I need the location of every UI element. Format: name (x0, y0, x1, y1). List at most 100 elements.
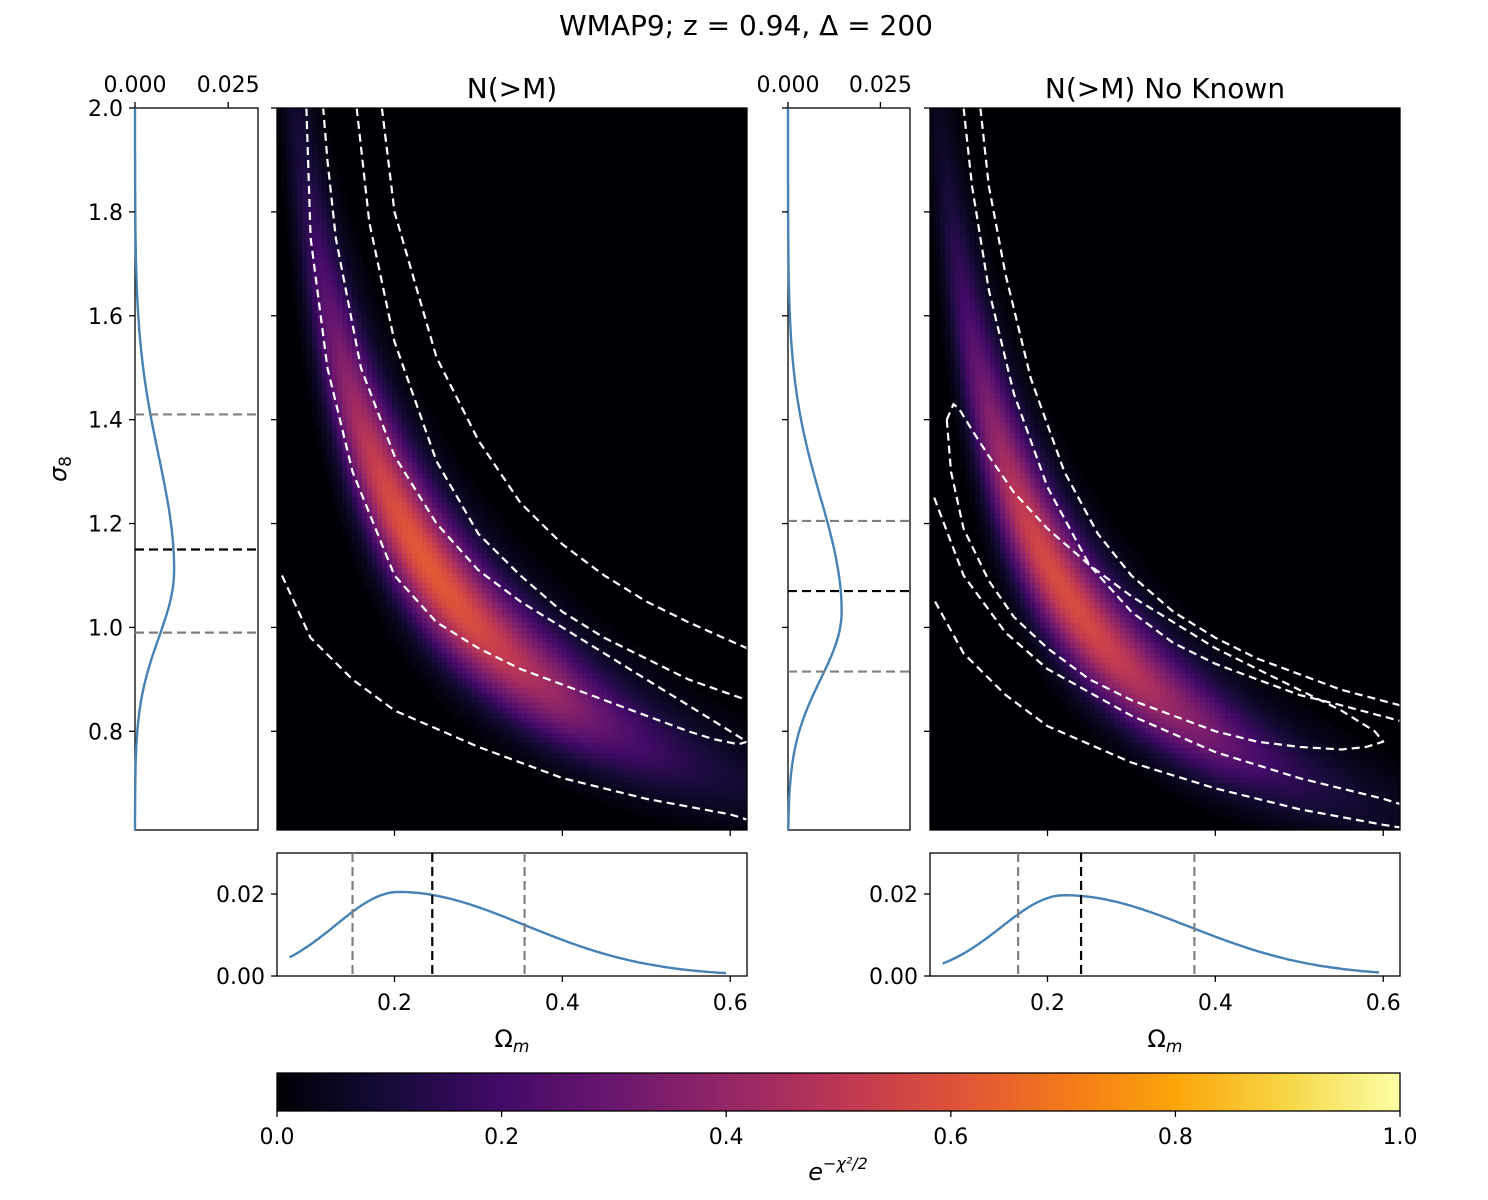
density-cell (407, 488, 413, 494)
density-cell (447, 643, 453, 649)
density-cell (322, 268, 328, 274)
density-cell (362, 308, 368, 314)
density-cell (487, 638, 493, 644)
density-cell (985, 313, 991, 319)
density-cell (437, 478, 443, 484)
density-cell (282, 143, 288, 149)
density-cell (517, 673, 523, 679)
density-cell (342, 298, 348, 304)
density-cell (507, 738, 513, 744)
density-cell (547, 718, 553, 724)
density-cell (307, 168, 313, 174)
density-cell (552, 658, 558, 664)
density-cell (577, 678, 583, 684)
density-cell (965, 353, 971, 359)
density-cell (587, 653, 593, 659)
density-cell (702, 813, 708, 819)
density-cell (382, 318, 388, 324)
density-cell (417, 613, 423, 619)
density-cell (940, 253, 946, 259)
density-cell (527, 693, 533, 699)
omega-tick-label: 0.4 (545, 991, 580, 1016)
density-cell (402, 488, 408, 494)
density-cell (507, 593, 513, 599)
density-cell (352, 463, 358, 469)
density-cell (327, 368, 333, 374)
density-cell (497, 628, 503, 634)
density-cell (627, 688, 633, 694)
density-cell (322, 358, 328, 364)
density-cell (552, 578, 558, 584)
density-cell (382, 558, 388, 564)
density-cell (292, 253, 298, 259)
density-cell (990, 273, 996, 279)
density-cell (392, 458, 398, 464)
density-cell (945, 343, 951, 349)
density-cell (307, 123, 313, 129)
density-cell (322, 143, 328, 149)
density-cell (402, 538, 408, 544)
density-cell (507, 683, 513, 689)
density-cell (955, 273, 961, 279)
density-cell (372, 383, 378, 389)
density-cell (322, 403, 328, 409)
density-cell (417, 473, 423, 479)
density-cell (722, 773, 728, 779)
density-cell (312, 138, 318, 144)
density-cell (502, 618, 508, 624)
density-cell (632, 668, 638, 674)
density-cell (482, 523, 488, 529)
density-cell (337, 483, 343, 489)
density-cell (317, 213, 323, 219)
density-cell (362, 518, 368, 524)
density-cell (392, 638, 398, 644)
density-cell (387, 568, 393, 574)
density-cell (317, 373, 323, 379)
density-cell (602, 628, 608, 634)
density-cell (362, 403, 368, 409)
density-cell (407, 403, 413, 409)
density-cell (397, 563, 403, 569)
density-cell (930, 188, 936, 194)
density-cell (457, 593, 463, 599)
density-cell (662, 673, 668, 679)
sigma8-marginal-curve (786, 108, 843, 831)
density-cell (342, 453, 348, 459)
density-cell (940, 323, 946, 329)
density-cell (387, 358, 393, 364)
density-cell (522, 573, 528, 579)
density-cell (960, 368, 966, 374)
right-sigma8-marginal-frame (787, 107, 911, 831)
density-cell (492, 648, 498, 654)
density-cell (382, 398, 388, 404)
density-cell (627, 788, 633, 794)
density-cell (597, 793, 603, 799)
density-cell (567, 633, 573, 639)
density-cell (452, 713, 458, 719)
density-cell (472, 708, 478, 714)
density-cell (462, 563, 468, 569)
density-cell (372, 378, 378, 384)
density-cell (467, 568, 473, 574)
density-cell (412, 478, 418, 484)
density-cell (607, 663, 613, 669)
density-cell (277, 108, 283, 114)
density-cell (672, 683, 678, 689)
density-cell (467, 538, 473, 544)
density-cell (332, 163, 338, 169)
density-cell (372, 423, 378, 429)
density-cell (955, 358, 961, 364)
density-cell (417, 618, 423, 624)
density-cell (557, 768, 563, 774)
density-cell (442, 703, 448, 709)
density-cell (437, 603, 443, 609)
density-cell (427, 548, 433, 554)
density-cell (392, 543, 398, 549)
density-cell (582, 708, 588, 714)
density-cell (677, 678, 683, 684)
density-cell (592, 663, 598, 669)
density-cell (342, 293, 348, 299)
density-cell (432, 553, 438, 559)
density-cell (597, 633, 603, 639)
density-cell (497, 688, 503, 694)
